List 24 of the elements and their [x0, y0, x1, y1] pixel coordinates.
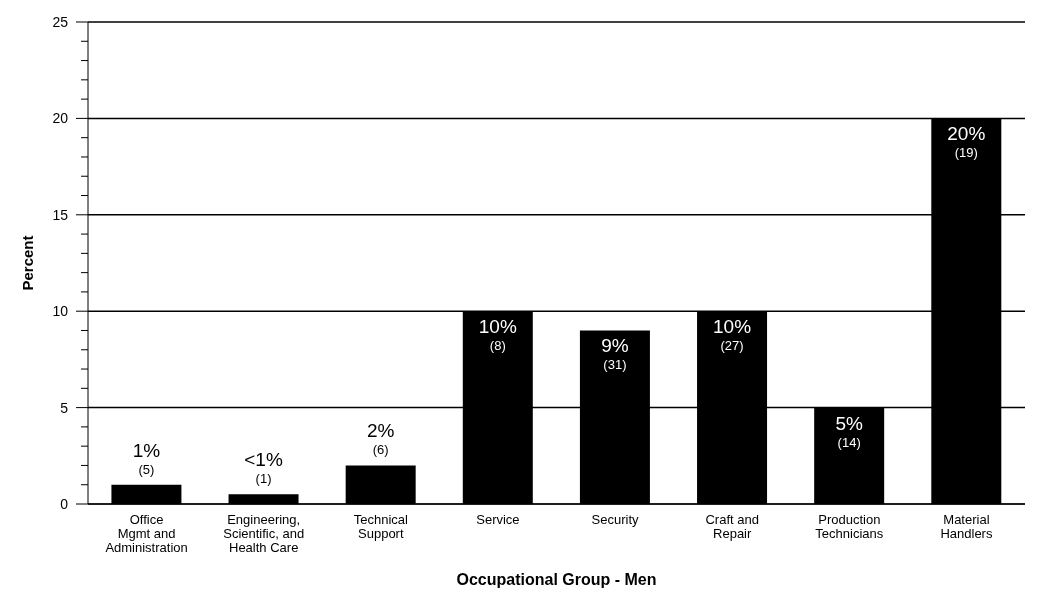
- y-axis-title: Percent: [19, 235, 37, 291]
- x-tick-label: Service: [476, 512, 520, 527]
- x-tick-label: Production Technicians: [815, 512, 884, 541]
- data-label: 10% (27): [713, 316, 752, 354]
- y-tick-label: 10: [52, 303, 69, 320]
- x-tick-label: Craft and Repair: [705, 512, 759, 541]
- data-label: 20% (19): [947, 123, 986, 161]
- data-label: 2% (6): [366, 420, 395, 458]
- x-tick-label: Security: [591, 512, 640, 527]
- x-tick-label: Office Mgmt and Administration: [105, 512, 188, 555]
- x-tick-label: Engineering, Scientific, and Health Care: [223, 512, 305, 555]
- data-label: 1% (5): [132, 439, 161, 477]
- y-tick-label: 20: [52, 110, 69, 127]
- y-tick-label: 5: [60, 399, 69, 416]
- data-label: <1% (1): [244, 449, 283, 487]
- data-label: 9% (31): [601, 335, 629, 373]
- x-tick-label: Technical Support: [353, 512, 409, 541]
- x-axis-title: Occupational Group - Men: [456, 571, 657, 589]
- y-tick-label: 15: [52, 206, 69, 223]
- data-label: 10% (8): [478, 316, 517, 354]
- x-tick-label: Material Handlers: [940, 512, 993, 541]
- data-label: 5% (14): [835, 412, 864, 450]
- y-tick-label: 0: [60, 496, 69, 512]
- y-tick-label: 25: [52, 14, 69, 30]
